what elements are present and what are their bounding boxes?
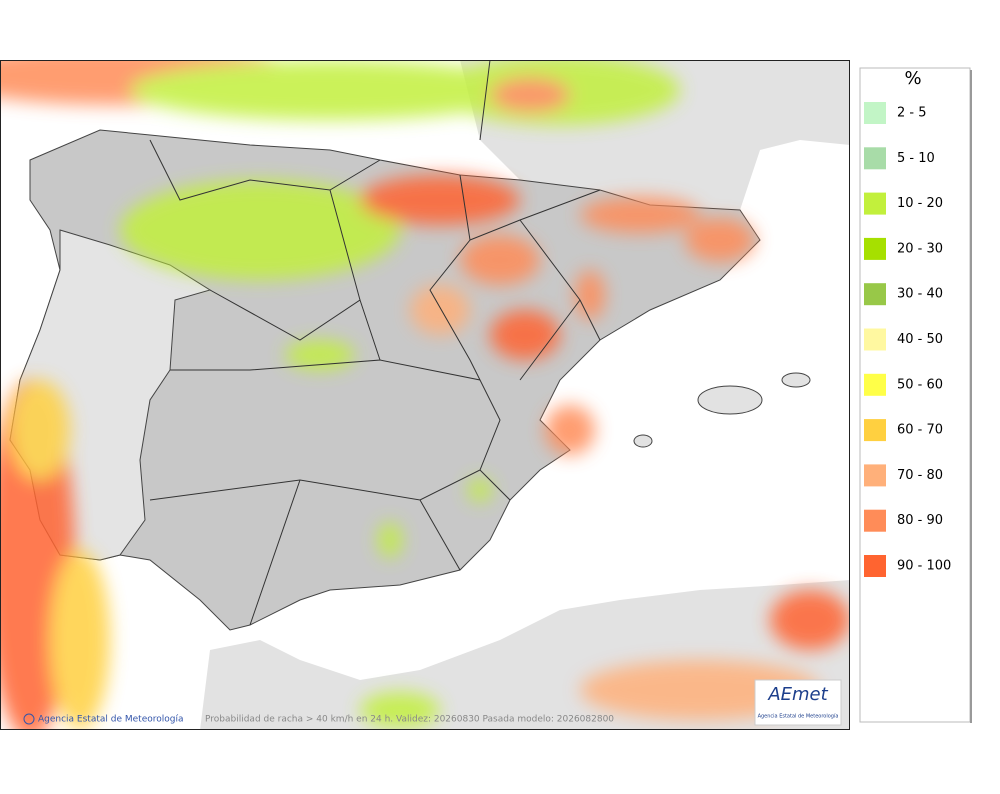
legend-swatch [864, 328, 886, 351]
legend-swatch [864, 192, 886, 215]
legend-label: 80 - 90 [897, 513, 943, 528]
logo-box [754, 679, 842, 726]
legend-label: 70 - 80 [897, 468, 943, 483]
legend-label: 40 - 50 [897, 332, 943, 347]
logo: AEmet [767, 684, 828, 705]
map-frame [0, 60, 850, 730]
island [781, 372, 811, 388]
legend-label: 60 - 70 [897, 423, 943, 438]
legend-swatch [864, 147, 886, 170]
legend-swatch [864, 464, 886, 487]
map [0, 60, 850, 730]
legend-swatch [864, 419, 886, 442]
credit: Agencia Estatal de Meteorología [38, 715, 184, 725]
caption: Probabilidad de racha > 40 km/h en 24 h.… [205, 715, 614, 725]
legend-label: 5 - 10 [897, 151, 935, 166]
france-border [479, 60, 491, 141]
copyright-icon [23, 713, 35, 725]
legend-swatch [864, 283, 886, 306]
region-borders [149, 139, 601, 626]
legend-swatch [864, 237, 886, 260]
logo-subtitle: Agencia Estatal de Meteorología [758, 713, 839, 720]
legend-swatch [864, 509, 886, 532]
legend-label: 90 - 100 [897, 559, 951, 574]
legend-title: % [904, 68, 921, 89]
legend-label: 20 - 30 [897, 241, 943, 256]
legend-label: 30 - 40 [897, 287, 943, 302]
legend-label: 50 - 60 [897, 377, 943, 392]
legend-label: 10 - 20 [897, 196, 943, 211]
legend-swatch [864, 373, 886, 396]
island [697, 385, 763, 415]
legend-items: 2 - 5 5 - 10 10 - 20 20 - 30 30 - 40 40 - 50 5… [864, 102, 951, 577]
legend-swatch [864, 102, 886, 124]
legend-swatch [864, 555, 886, 577]
island [633, 434, 653, 448]
probability-field [0, 60, 850, 730]
legend-label: 2 - 5 [897, 106, 927, 121]
